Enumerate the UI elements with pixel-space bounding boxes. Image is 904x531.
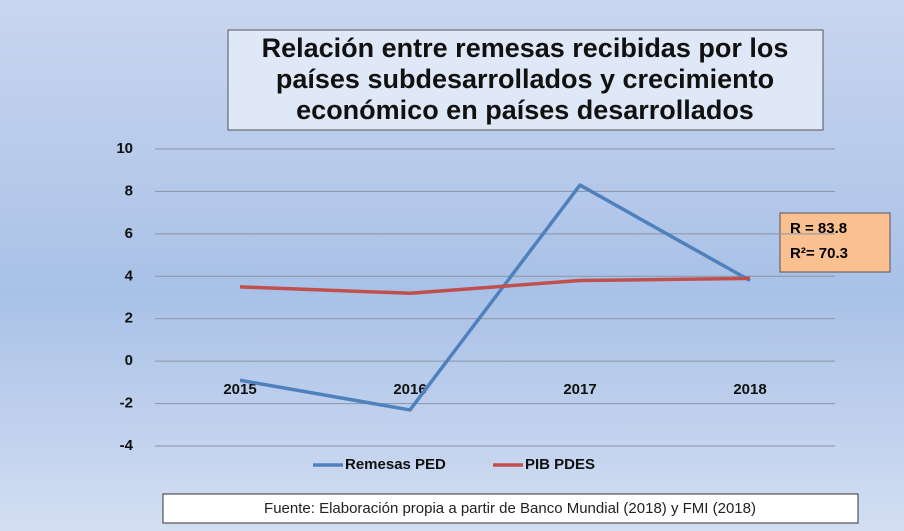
y-tick-label: -2: [120, 395, 133, 412]
legend-label: PIB PDES: [525, 456, 595, 473]
legend-label: Remesas PED: [345, 456, 446, 473]
y-tick-label: 4: [125, 267, 134, 284]
x-tick-label: 2017: [563, 381, 596, 398]
line: [239, 276, 751, 296]
title-line: económico en países desarrollados: [296, 95, 754, 125]
annotation: R²= 70.3: [790, 245, 848, 262]
x-tick-label: 2018: [733, 381, 766, 398]
line: [239, 183, 751, 412]
source: Fuente: Elaboración propia a partir de B…: [264, 500, 756, 517]
annotation: R = 83.8: [790, 220, 847, 237]
title-line: Relación entre remesas recibidas por los: [262, 33, 789, 63]
y-tick-label: 10: [116, 140, 133, 157]
source-box: [162, 493, 859, 524]
y-tick-label: 2: [125, 310, 133, 327]
y-tick-label: -4: [120, 437, 134, 454]
title-line: países subdesarrollados y crecimiento: [276, 64, 774, 94]
x-tick-label: 2015: [223, 381, 256, 398]
x-tick-label: 2016: [393, 381, 426, 398]
annotation-box: [779, 212, 891, 273]
title: Relación entre remesas recibidas por los…: [262, 33, 789, 125]
y-tick-label: 0: [125, 352, 133, 369]
y-tick-label: 8: [125, 182, 133, 199]
title-box: [227, 29, 824, 131]
y-tick-label: 6: [125, 225, 133, 242]
